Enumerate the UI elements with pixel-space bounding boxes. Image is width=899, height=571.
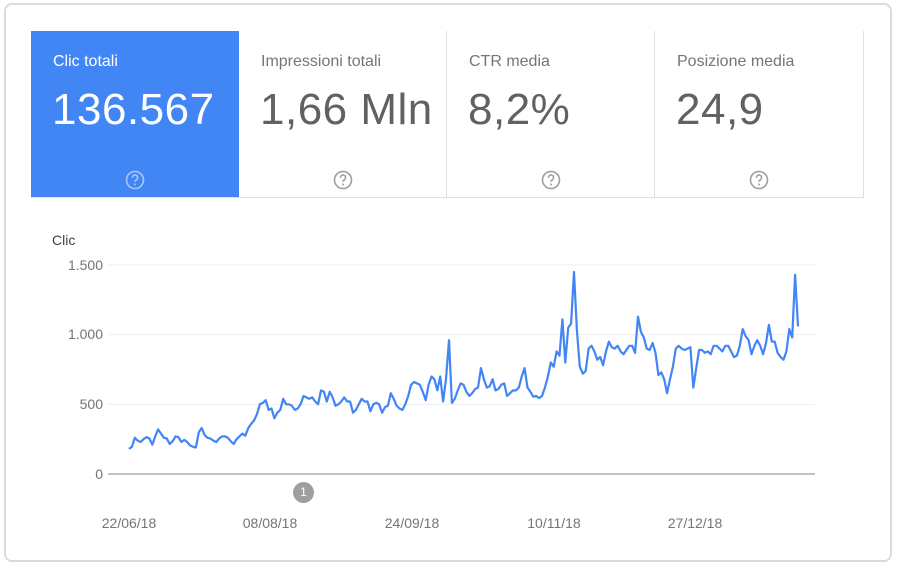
y-tick-label: 1.500: [67, 257, 103, 273]
x-tick-label: 08/08/18: [242, 515, 298, 531]
metrics-bar: Clic totali 136.567 Impressioni totali 1…: [31, 31, 864, 198]
metric-tab-impressions[interactable]: Impressioni totali 1,66 Mln: [239, 31, 447, 197]
x-tick-label: 24/09/18: [384, 515, 440, 531]
x-tick-label: 10/11/18: [527, 515, 581, 531]
x-tick-label: 22/06/18: [101, 515, 157, 531]
help-circle-icon[interactable]: [749, 170, 769, 190]
metric-label: Posizione media: [677, 53, 795, 70]
metric-tab-ctr[interactable]: CTR media 8,2%: [447, 31, 655, 197]
metric-label: CTR media: [469, 53, 550, 70]
metric-label: Clic totali: [53, 53, 118, 70]
metric-tab-clicks[interactable]: Clic totali 136.567: [31, 31, 239, 197]
y-tick-label: 500: [79, 396, 103, 412]
y-axis-title: Clic: [52, 232, 76, 248]
y-tick-label: 1.000: [67, 326, 103, 342]
x-tick-label: 27/12/18: [667, 515, 723, 531]
annotation-marker[interactable]: 1: [293, 482, 314, 503]
metric-tab-position[interactable]: Posizione media 24,9: [655, 31, 864, 197]
metric-value: 8,2%: [468, 85, 571, 134]
metric-value: 24,9: [676, 85, 764, 134]
metric-value: 1,66 Mln: [260, 85, 433, 134]
help-circle-icon[interactable]: [333, 170, 353, 190]
y-tick-label: 0: [95, 466, 103, 482]
help-circle-icon[interactable]: [541, 170, 561, 190]
metric-value: 136.567: [52, 85, 215, 134]
metric-label: Impressioni totali: [261, 53, 382, 70]
help-circle-icon[interactable]: [125, 170, 145, 190]
clicks-series-line[interactable]: [128, 270, 800, 450]
